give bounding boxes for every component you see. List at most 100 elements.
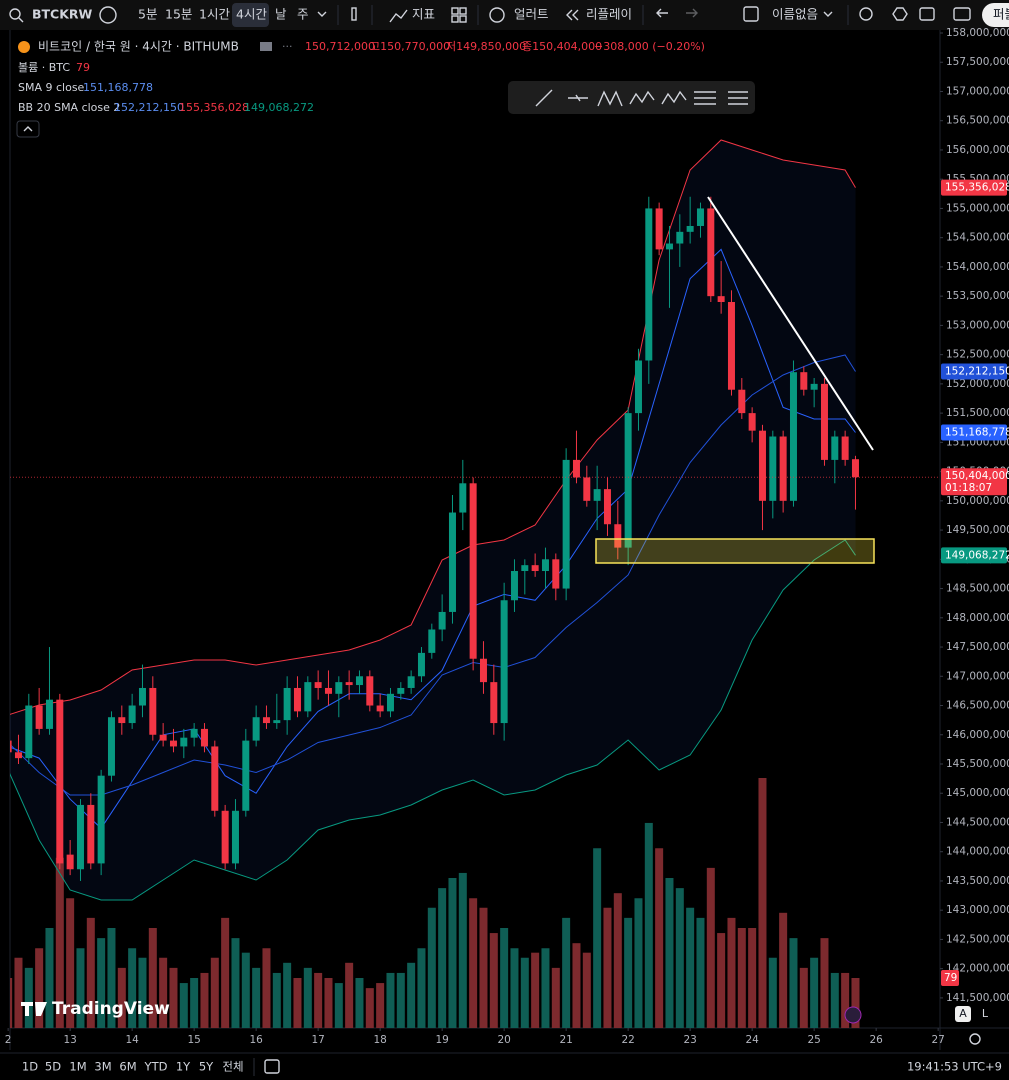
range[interactable]: 1D [22,1060,38,1074]
publish-button[interactable]: 퍼블 [993,7,1009,22]
candle-body [376,705,384,712]
snapshot[interactable] [953,7,971,21]
volume-bar [520,957,529,1028]
replay-button[interactable]: 리플레이 [586,7,632,22]
candle-body [304,682,312,712]
volume-bar [768,957,777,1028]
volume-bar [696,917,705,1028]
y-tick-label: 143,000,000 [946,904,1009,916]
volume-bar [789,938,798,1028]
interval[interactable]: 15분 [165,7,192,22]
tool-pattern[interactable] [597,90,623,107]
fullscreen[interactable] [919,7,935,21]
candle-body [262,717,270,724]
axis-settings[interactable] [969,1033,981,1045]
date-range-icon[interactable] [264,1059,280,1074]
volume-bar [231,938,240,1028]
candle-body [76,804,84,870]
tool-abc[interactable] [661,90,687,105]
range[interactable]: 6M [119,1060,136,1074]
settings[interactable] [892,7,908,21]
alert-button[interactable]: 얼러트 [514,7,549,22]
volume-bar [252,967,261,1028]
auto-scale[interactable]: A [959,1007,967,1020]
volume-bar [479,907,488,1028]
tool-hline[interactable] [568,94,588,102]
undo[interactable] [656,8,668,18]
legend-close: 종150,404,000 [522,40,602,53]
candle-body [820,383,828,460]
indicator-line [10,539,856,901]
volume-bar [128,948,137,1028]
collapse-legend[interactable] [16,120,40,138]
indicator-name[interactable]: 볼륨 · BTC [18,61,70,74]
legend-menu[interactable]: ··· [282,40,293,53]
publish-bg [982,3,1009,27]
legend-open: 150,712,000 [305,40,375,53]
indicators-button[interactable]: 지표 [412,7,435,22]
legend-title[interactable]: 비트코인 / 한국 원 · 4시간 · BITHUMB [38,40,239,54]
volume-bar [810,957,819,1028]
clock[interactable]: 19:41:53 UTC+9 [907,1060,1002,1074]
interval[interactable]: 4시간 [236,7,267,22]
log-scale[interactable]: L [982,1007,989,1020]
interval[interactable]: 1시간 [199,7,230,22]
y-tick-label: 143,500,000 [946,875,1009,887]
interval[interactable]: 주 [297,7,309,22]
layout-name[interactable]: 이름없음 [772,7,818,22]
y-tick-label: 150,000,000 [946,495,1009,507]
candle-body [469,483,477,659]
volume-bar [500,928,509,1028]
tool-levels[interactable] [728,91,748,105]
volume-bar [458,872,467,1028]
range[interactable]: 전체 [222,1060,243,1074]
candle-body [10,740,12,753]
range[interactable]: YTD [144,1060,168,1074]
trend-line[interactable] [707,196,874,451]
range[interactable]: 5Y [199,1060,214,1074]
candle-body [190,728,198,738]
candle-body [459,483,467,513]
range[interactable]: 1Y [176,1060,191,1074]
add-symbol[interactable] [99,6,117,24]
quick-search[interactable] [859,7,873,21]
candle-body [500,600,508,724]
volume-bar [241,952,250,1028]
price-tag: 155,356,028 [945,182,1009,194]
redo[interactable] [686,8,698,18]
candle-body [707,208,715,297]
indicator-name[interactable]: SMA 9 close [18,81,85,94]
volume-bar [324,978,333,1028]
candle-body [831,436,839,460]
indicator-name[interactable]: BB 20 SMA close 2 [18,101,120,114]
range[interactable]: 3M [94,1060,111,1074]
volume-bar [376,983,385,1028]
y-tick-label: 146,000,000 [946,729,1009,741]
volume-bar [541,948,550,1028]
candle-body [87,804,95,864]
range[interactable]: 5D [45,1060,61,1074]
chart-type-icon[interactable] [351,7,357,21]
templates-icon [459,15,467,23]
layout-checkbox[interactable] [743,6,759,22]
zone-rectangle[interactable] [595,538,875,564]
tool-fib[interactable] [694,91,716,105]
volume-bar [675,888,684,1028]
range[interactable]: 1M [69,1060,86,1074]
search-icon[interactable] [9,8,21,20]
tool-line[interactable] [535,89,553,107]
interval[interactable]: 날 [275,7,287,22]
interval[interactable]: 5분 [138,7,157,22]
drawing-toolbar [508,81,755,114]
interval-dropdown[interactable] [317,11,327,17]
alert-icon [489,7,505,23]
events-icon[interactable] [844,1006,862,1024]
tool-wave[interactable] [629,90,655,105]
volume-bar [655,848,664,1028]
layout-dropdown[interactable] [823,11,833,17]
symbol[interactable]: BTCKRW [32,7,93,22]
candle-body [841,436,849,460]
volume-bar [489,933,498,1028]
indicator-value: 152,212,150 [114,101,184,114]
templates-icon[interactable] [451,7,459,15]
